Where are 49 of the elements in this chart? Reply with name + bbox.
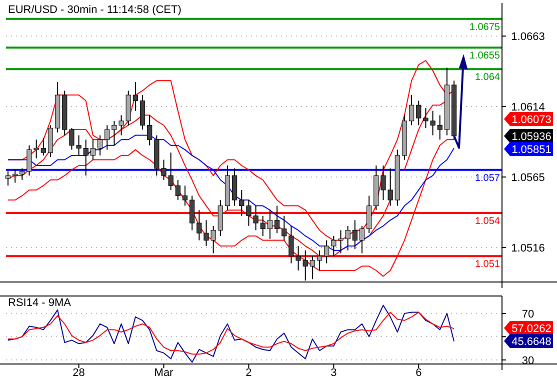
candlestick <box>40 138 46 156</box>
candlestick <box>366 195 372 234</box>
candlestick <box>316 250 322 271</box>
ref-line-label: 1.051 <box>474 259 500 270</box>
candlestick <box>409 94 414 126</box>
candlestick <box>260 215 266 236</box>
ref-line-label: 1.064 <box>474 72 500 84</box>
candlestick <box>352 220 358 250</box>
x-tick-label: 3 <box>330 367 337 379</box>
candlestick <box>274 205 280 234</box>
candlestick <box>132 82 138 112</box>
x-tick-label: 28 <box>72 367 85 379</box>
candlestick <box>324 240 330 264</box>
line-series <box>8 312 455 355</box>
chart-title: RSI14 - 9MA <box>8 297 72 309</box>
x-tick-label: 6 <box>416 367 422 379</box>
candlestick <box>97 134 103 156</box>
candlestick <box>104 124 110 150</box>
candlestick <box>437 114 442 140</box>
candlestick <box>12 169 18 184</box>
candlestick <box>310 256 315 280</box>
text: 1.05936 <box>512 131 552 143</box>
ref-line-label: 1.057 <box>474 172 500 184</box>
y-tick-label: 1.0565 <box>511 172 545 184</box>
y-tick-label: 1.0663 <box>511 31 545 44</box>
text: 1.05851 <box>512 144 552 156</box>
candlestick <box>182 185 188 206</box>
candlestick <box>190 195 195 231</box>
y-tick-label: 1.0516 <box>511 242 545 254</box>
candlestick <box>90 139 96 160</box>
text: 57.0262 <box>512 323 552 335</box>
x-tick-label: 2 <box>246 367 252 379</box>
line-series <box>8 304 455 363</box>
candlestick <box>359 225 365 254</box>
text: 45.6648 <box>512 336 552 348</box>
text: 1.06073 <box>512 114 552 126</box>
candlestick <box>5 170 11 186</box>
ref-line-label: 1.0675 <box>469 22 500 33</box>
candlestick <box>175 179 180 201</box>
ref-line-label: 1.0655 <box>469 50 500 62</box>
y-tick-label: 1.0614 <box>511 102 545 114</box>
ref-line-label: 1.054 <box>474 216 500 227</box>
candlestick <box>147 114 152 146</box>
x-tick-label: Mar <box>154 367 174 379</box>
candlestick <box>83 139 88 176</box>
chart-title: EUR/USD - 30min - 11:14:58 (CET) <box>8 4 182 16</box>
y-tick-label: 70 <box>522 308 534 320</box>
candlestick <box>267 210 273 240</box>
candlestick <box>282 215 287 241</box>
